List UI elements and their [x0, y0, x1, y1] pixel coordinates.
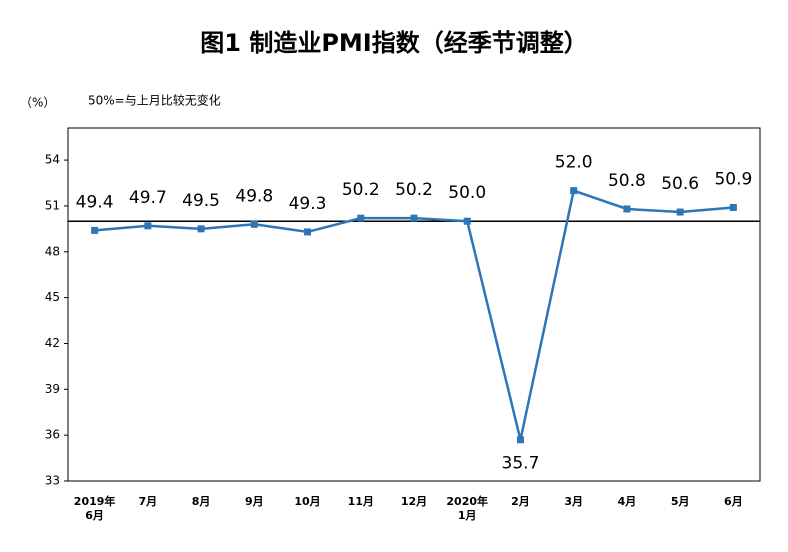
data-label: 50.0 — [448, 183, 486, 203]
marker — [250, 220, 258, 228]
data-label: 50.6 — [661, 174, 699, 194]
y-tick-label: 48 — [45, 244, 60, 258]
x-tick-label: 2月 — [511, 495, 530, 508]
data-label: 49.7 — [129, 188, 167, 208]
data-label: 49.3 — [289, 194, 327, 214]
marker — [410, 214, 418, 222]
data-label: 49.4 — [76, 192, 114, 212]
y-tick-label: 39 — [45, 382, 60, 396]
data-label: 49.5 — [182, 191, 220, 211]
data-label: 50.2 — [395, 180, 433, 200]
data-label: 35.7 — [502, 454, 540, 474]
marker — [357, 214, 365, 222]
annotation: 50%=与上月比较无变化 — [88, 93, 221, 108]
y-tick-label: 36 — [45, 428, 60, 442]
x-tick-label: 9月 — [244, 495, 264, 508]
chart-title: 图1 制造业PMI指数（经季节调整） — [200, 29, 587, 57]
x-tick-label: 8月 — [191, 495, 211, 508]
data-label: 49.8 — [235, 186, 273, 206]
marker — [144, 222, 152, 230]
data-label: 52.0 — [555, 153, 593, 173]
y-tick-label: 42 — [45, 336, 60, 350]
data-label: 50.2 — [342, 180, 380, 200]
x-tick-label: 2019年 6月 — [73, 495, 116, 522]
x-tick-label: 11月 — [347, 495, 374, 508]
marker — [516, 436, 524, 444]
marker — [463, 217, 471, 225]
y-tick-label: 45 — [45, 290, 60, 304]
marker — [91, 226, 99, 234]
marker — [676, 208, 684, 216]
marker — [304, 228, 312, 236]
x-tick-label: 7月 — [138, 495, 158, 508]
marker — [570, 187, 578, 195]
plot-frame — [67, 127, 761, 482]
x-tick-label: 12月 — [400, 495, 428, 508]
y-tick-label: 51 — [45, 198, 60, 212]
x-tick-label: 2020年 1月 — [446, 495, 489, 522]
marker — [623, 205, 631, 213]
x-tick-label: 3月 — [564, 495, 584, 508]
data-label: 50.8 — [608, 171, 646, 191]
y-tick-label: 33 — [45, 474, 60, 488]
line — [94, 189, 734, 441]
x-tick-label: 5月 — [670, 495, 690, 508]
x-tick-label: 10月 — [294, 495, 321, 508]
data-label: 50.9 — [714, 169, 752, 189]
x-tick-label: 4月 — [617, 495, 637, 508]
y-tick-label: 54 — [45, 153, 60, 167]
marker — [729, 203, 737, 211]
marker — [197, 225, 205, 233]
x-tick-label: 6月 — [724, 495, 743, 508]
y-axis-label: （%） — [20, 96, 55, 110]
